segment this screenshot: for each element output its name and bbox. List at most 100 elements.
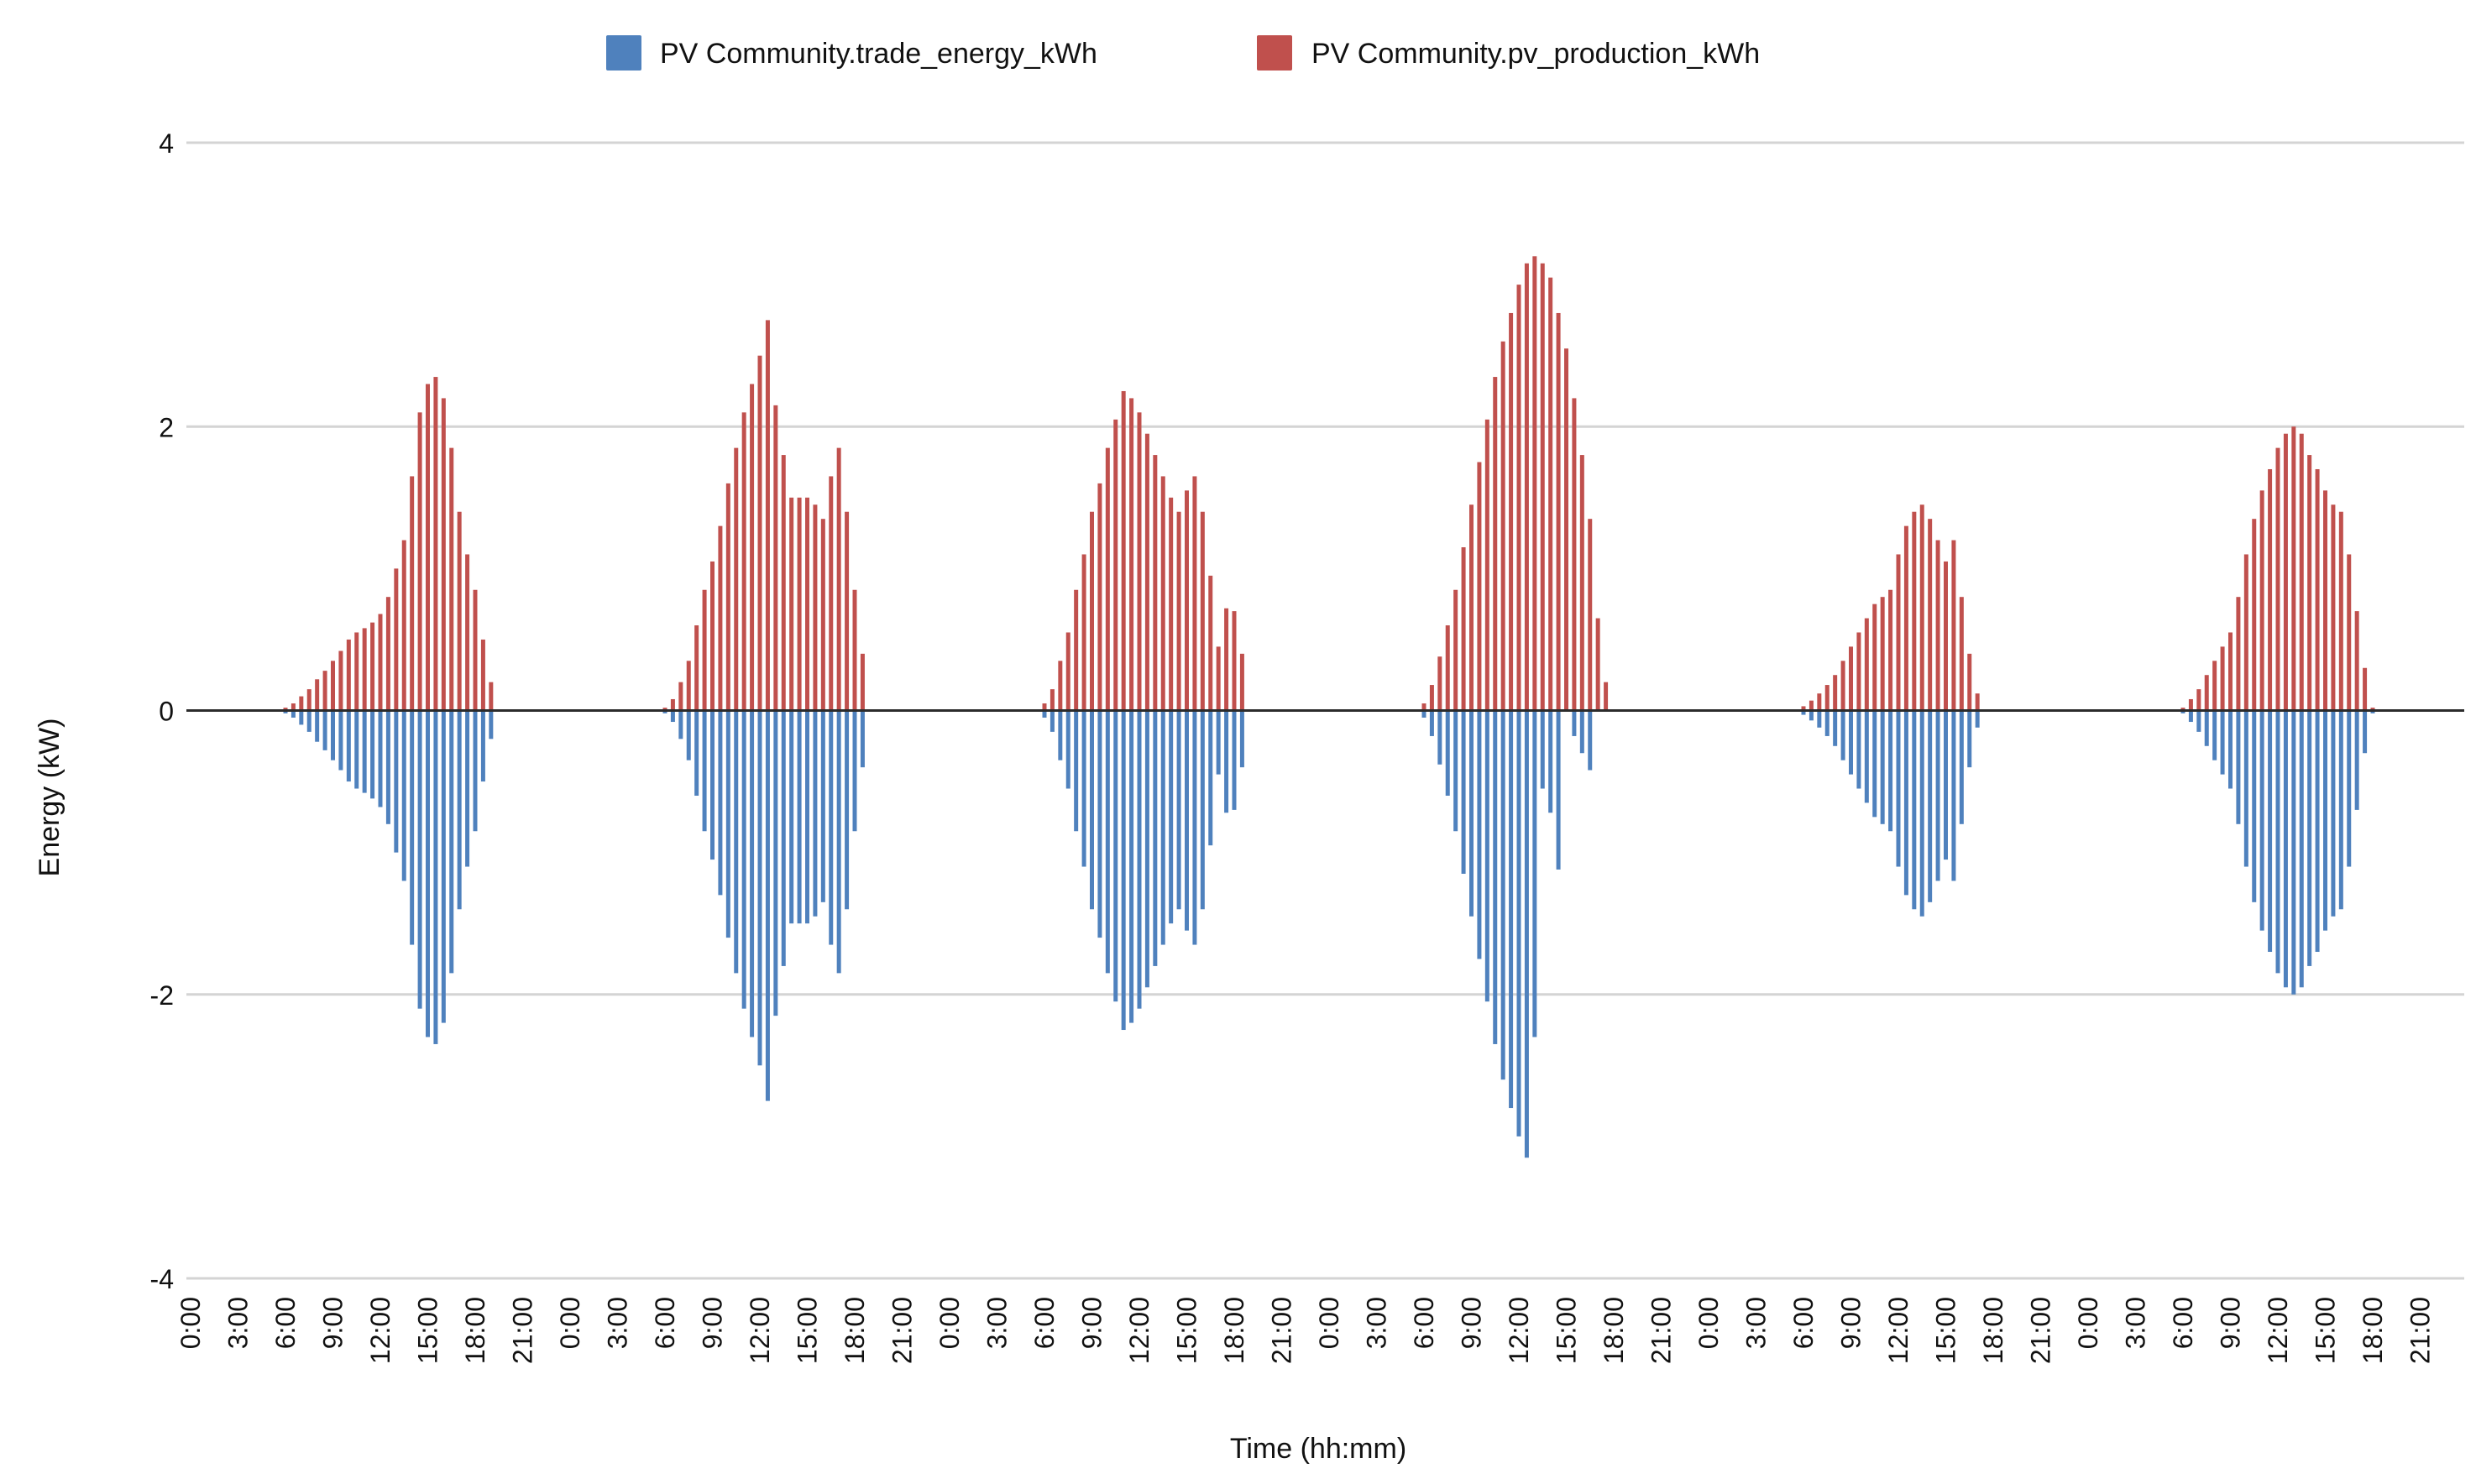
- pv-bar: [2283, 433, 2288, 711]
- trade-bar: [1919, 710, 1924, 917]
- pv-bar: [2323, 490, 2327, 711]
- trade-bar: [1192, 710, 1197, 945]
- trade-bar: [385, 710, 390, 824]
- pv-bar: [1453, 589, 1458, 711]
- x-tick-label: 21:00: [1267, 1297, 1297, 1364]
- trade-bar: [2275, 710, 2280, 974]
- trade-bar: [1500, 710, 1505, 1080]
- trade-bar: [394, 710, 399, 853]
- trade-bar: [426, 710, 430, 1037]
- pv-bar: [662, 708, 667, 711]
- trade-bar: [1090, 710, 1094, 910]
- pv-bar: [734, 447, 739, 711]
- x-tick-label: 21:00: [1646, 1297, 1677, 1364]
- pv-bar: [1888, 589, 1893, 711]
- y-axis-title: Energy (kW): [34, 718, 65, 877]
- x-tick-label: 15:00: [1552, 1297, 1582, 1364]
- x-tick-label: 12:00: [1124, 1297, 1154, 1364]
- trade-bar: [1509, 710, 1514, 1109]
- trade-bar: [789, 710, 794, 924]
- x-tick-label: 9:00: [1077, 1297, 1107, 1349]
- trade-bar: [1833, 710, 1838, 746]
- trade-bar: [1556, 710, 1561, 870]
- pv-bar: [1817, 693, 1822, 711]
- trade-bar: [1864, 710, 1869, 803]
- trade-bar: [401, 710, 406, 881]
- trade-bar: [1421, 710, 1426, 718]
- trade-bar: [315, 710, 320, 742]
- x-tick-label: 3:00: [223, 1297, 254, 1349]
- pv-bar: [852, 589, 857, 711]
- series-pv-production: [283, 256, 2375, 711]
- pv-bar: [1477, 462, 1482, 711]
- pv-bar: [1880, 597, 1885, 711]
- pv-bar: [1540, 263, 1545, 711]
- x-tick-label: 18:00: [2358, 1297, 2388, 1364]
- pv-bar: [1239, 653, 1244, 711]
- pv-bar: [1944, 561, 1948, 711]
- pv-bar: [702, 589, 707, 711]
- trade-bar: [1176, 710, 1181, 910]
- x-tick-label: 12:00: [2263, 1297, 2293, 1364]
- pv-bar: [2307, 455, 2312, 711]
- y-tick-label: 0: [159, 697, 174, 727]
- pv-bar: [2259, 490, 2264, 711]
- trade-bar: [2347, 710, 2352, 867]
- pv-bar: [757, 355, 762, 711]
- trade-bar: [725, 710, 730, 938]
- trade-bar: [1445, 710, 1450, 796]
- pv-bar: [1224, 608, 1229, 711]
- trade-bar: [1144, 710, 1149, 988]
- pv-bar: [1951, 540, 1956, 711]
- trade-bar: [1461, 710, 1466, 874]
- trade-bar: [1160, 710, 1165, 945]
- trade-bar: [2299, 710, 2304, 988]
- pv-bar: [1959, 597, 1964, 711]
- pv-bar: [1192, 476, 1197, 711]
- pv-bar: [2363, 667, 2368, 711]
- trade-bar: [489, 710, 494, 739]
- trade-bar: [2338, 710, 2343, 910]
- pv-bar: [1160, 476, 1165, 711]
- pv-bar: [473, 589, 478, 711]
- pv-bar: [1833, 675, 1838, 711]
- trade-bar: [781, 710, 786, 966]
- trade-bar: [441, 710, 446, 1023]
- pv-bar: [670, 698, 675, 711]
- pv-bar: [789, 497, 794, 711]
- pv-bar: [2252, 519, 2257, 711]
- pv-bar: [2370, 708, 2375, 711]
- x-tick-label: 21:00: [508, 1297, 538, 1364]
- legend-swatch-trade: [606, 35, 641, 71]
- trade-bar: [480, 710, 485, 782]
- pv-bar: [2228, 632, 2233, 711]
- trade-bar: [1840, 710, 1845, 760]
- trade-bar: [1477, 710, 1482, 959]
- x-tick-label: 0:00: [2073, 1297, 2103, 1349]
- pv-bar: [1572, 398, 1577, 711]
- x-axis-title: Time (hh:mm): [1230, 1433, 1406, 1465]
- pv-bar: [813, 504, 818, 711]
- pv-bar: [291, 703, 296, 711]
- trade-bar: [1058, 710, 1063, 760]
- trade-bar: [1437, 710, 1442, 765]
- pv-bar: [1493, 377, 1498, 711]
- trade-bar: [410, 710, 415, 945]
- pv-bar: [1532, 256, 1537, 711]
- trade-bar: [686, 710, 691, 760]
- pv-bar: [1556, 312, 1561, 711]
- x-tick-label: 12:00: [1504, 1297, 1534, 1364]
- pv-bar: [1058, 661, 1063, 711]
- trade-bar: [836, 710, 841, 974]
- pv-bar: [1216, 646, 1221, 711]
- trade-bar: [2323, 710, 2327, 931]
- trade-bar: [1579, 710, 1584, 754]
- pv-bar: [1801, 706, 1806, 711]
- pv-bar: [1824, 685, 1830, 711]
- pv-bar: [1090, 511, 1094, 711]
- pv-bar: [718, 525, 723, 711]
- pv-bar: [1176, 511, 1181, 711]
- pv-bar: [860, 653, 865, 711]
- trade-bar: [694, 710, 699, 796]
- pv-bar: [1445, 625, 1450, 711]
